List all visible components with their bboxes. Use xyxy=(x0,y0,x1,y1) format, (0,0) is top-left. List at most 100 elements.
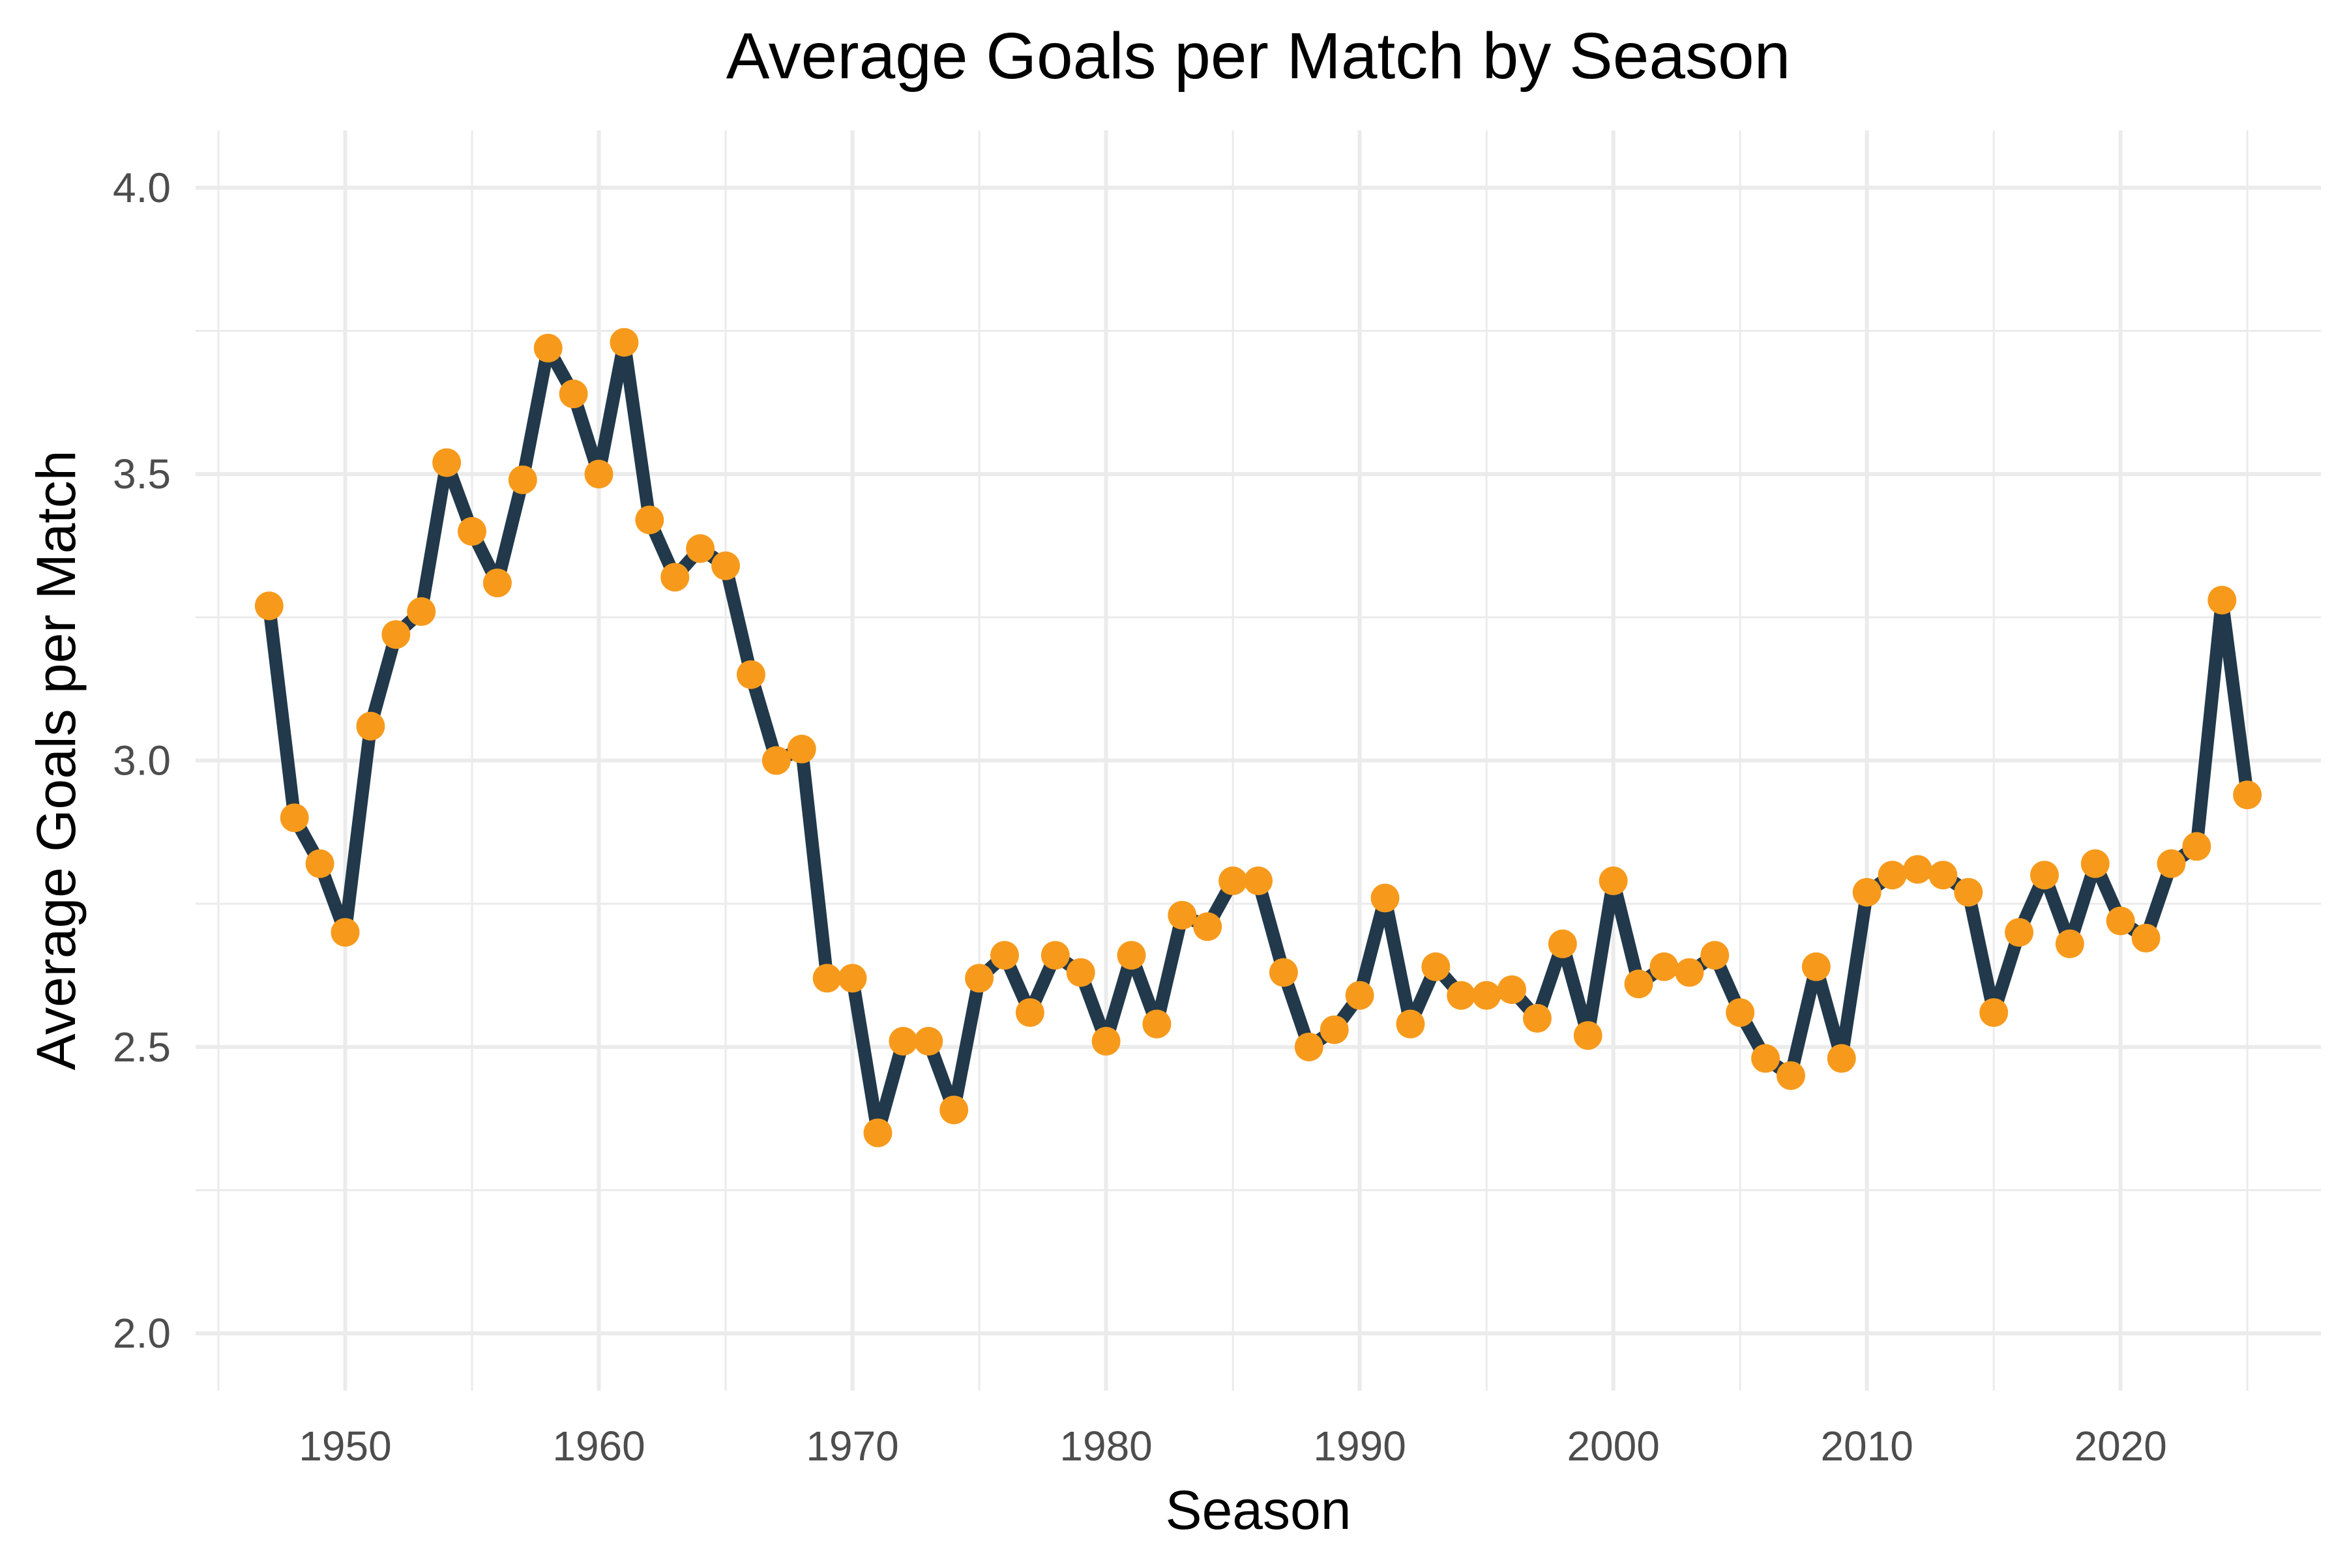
data-point xyxy=(660,563,690,592)
data-point xyxy=(2055,929,2084,958)
data-point xyxy=(559,379,588,409)
data-point xyxy=(711,551,741,580)
data-point xyxy=(787,734,816,763)
data-point xyxy=(990,941,1019,970)
chart-title: Average Goals per Match by Season xyxy=(726,20,1790,93)
data-point xyxy=(2005,918,2034,947)
x-tick-label: 2020 xyxy=(2074,1423,2166,1470)
data-point xyxy=(1396,1009,1425,1039)
data-point xyxy=(1345,981,1374,1010)
data-point xyxy=(305,849,334,878)
data-point xyxy=(1117,941,1146,970)
x-axis-title: Season xyxy=(1166,1479,1351,1541)
data-point xyxy=(610,328,639,357)
y-tick-label: 3.0 xyxy=(113,737,171,784)
data-point xyxy=(254,591,284,621)
data-point xyxy=(2182,832,2211,861)
data-point xyxy=(1903,855,1932,884)
x-tick-label: 1970 xyxy=(806,1423,898,1470)
y-tick-label: 2.0 xyxy=(113,1310,171,1357)
data-point xyxy=(2030,861,2059,890)
data-point xyxy=(1015,998,1044,1028)
data-point xyxy=(1827,1044,1856,1073)
data-point xyxy=(1548,929,1577,958)
data-point xyxy=(1447,981,1476,1010)
data-point xyxy=(1244,866,1273,896)
data-point xyxy=(1168,900,1197,930)
data-point xyxy=(1675,958,1704,987)
y-tick-label: 2.5 xyxy=(113,1024,171,1071)
x-tick-label: 1960 xyxy=(552,1423,645,1470)
data-point xyxy=(812,964,842,993)
data-point xyxy=(1421,952,1451,981)
x-tick-label: 2000 xyxy=(1567,1423,1659,1470)
data-point xyxy=(863,1118,893,1147)
data-point xyxy=(1751,1044,1780,1073)
data-point xyxy=(2080,849,2110,878)
x-tick-label: 1990 xyxy=(1313,1423,1406,1470)
data-point xyxy=(356,711,385,741)
data-point xyxy=(1370,883,1400,913)
data-point xyxy=(1522,1003,1552,1033)
data-point xyxy=(458,517,487,546)
data-point xyxy=(508,465,537,494)
data-point xyxy=(381,620,411,649)
data-point xyxy=(939,1095,969,1125)
data-point xyxy=(2106,906,2135,936)
data-point xyxy=(1928,861,1958,890)
data-point xyxy=(1599,866,1628,896)
data-point xyxy=(407,597,436,627)
data-point xyxy=(2207,585,2237,615)
x-tick-label: 1980 xyxy=(1059,1423,1152,1470)
data-point xyxy=(1801,952,1831,981)
data-point xyxy=(1142,1009,1172,1039)
data-point xyxy=(1269,958,1298,987)
data-point xyxy=(1954,878,1983,907)
data-point xyxy=(1472,981,1501,1010)
data-point xyxy=(1066,958,1095,987)
data-point xyxy=(1852,878,1882,907)
data-point xyxy=(2131,923,2161,953)
data-point xyxy=(761,746,791,775)
data-point xyxy=(1979,998,2009,1028)
data-point xyxy=(1649,952,1679,981)
data-point xyxy=(889,1027,918,1056)
tick-labels: 1950 1960 1970 1980 1990 2000 2010 2020 2.0 2.5 3.… xyxy=(113,164,2167,1470)
y-tick-label: 3.5 xyxy=(113,451,171,497)
data-point xyxy=(533,333,563,362)
grid xyxy=(196,130,2321,1391)
x-tick-label: 1950 xyxy=(299,1423,391,1470)
data-point xyxy=(635,505,664,535)
data-point xyxy=(1624,969,1653,999)
data-point xyxy=(736,660,765,689)
data-point xyxy=(331,918,360,947)
data-point xyxy=(1573,1021,1602,1050)
data-point xyxy=(1726,998,1755,1028)
y-axis-title: Average Goals per Match xyxy=(25,451,87,1071)
data-point xyxy=(1776,1061,1805,1090)
x-tick-label: 2010 xyxy=(1820,1423,1913,1470)
data-point xyxy=(1700,941,1730,970)
data-point xyxy=(584,460,613,489)
data-point xyxy=(1294,1032,1323,1061)
data-point xyxy=(686,534,715,563)
data-point xyxy=(2157,849,2186,878)
data-point xyxy=(1091,1027,1121,1056)
data-point xyxy=(1041,941,1070,970)
series-layer xyxy=(254,328,2262,1147)
data-point xyxy=(1193,912,1222,941)
data-point xyxy=(2233,780,2262,810)
data-point xyxy=(838,964,867,993)
data-point xyxy=(432,448,462,477)
data-point xyxy=(280,803,309,833)
data-point xyxy=(965,964,994,993)
data-point xyxy=(1498,975,1527,1004)
data-point xyxy=(482,569,512,598)
data-point xyxy=(914,1027,943,1056)
y-tick-label: 4.0 xyxy=(113,164,171,211)
data-point xyxy=(1218,866,1248,896)
data-point xyxy=(1878,861,1907,890)
